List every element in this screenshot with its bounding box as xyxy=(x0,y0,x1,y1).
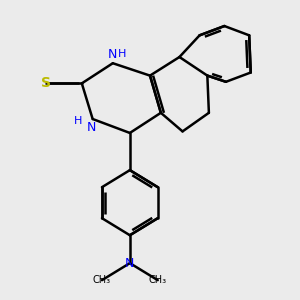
Text: N: N xyxy=(86,121,96,134)
Text: CH₃: CH₃ xyxy=(93,275,111,285)
Text: CH₃: CH₃ xyxy=(149,275,167,285)
Text: N: N xyxy=(107,48,117,61)
Text: N: N xyxy=(125,256,134,270)
Text: H: H xyxy=(74,116,82,127)
Text: H: H xyxy=(118,49,126,59)
Text: S: S xyxy=(41,76,51,90)
